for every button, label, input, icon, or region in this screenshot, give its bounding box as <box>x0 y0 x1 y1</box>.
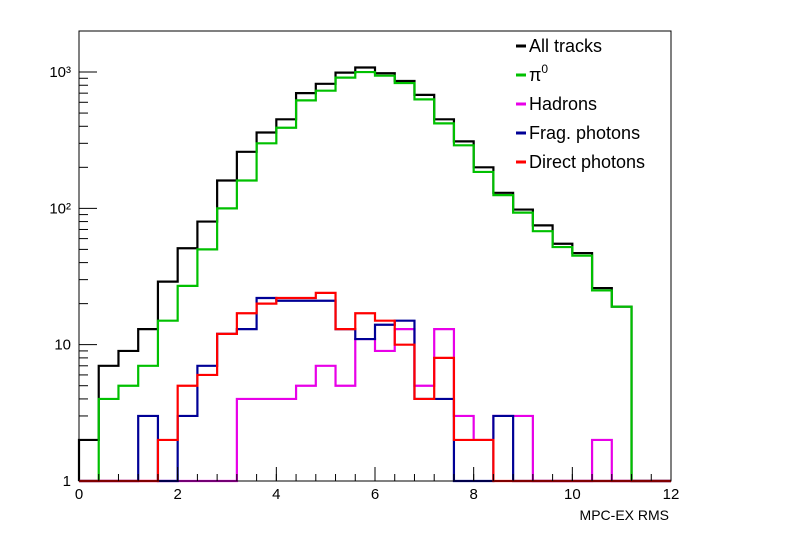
series--line <box>79 70 671 483</box>
x-tick-label: 10 <box>564 486 581 503</box>
axis-layer: 0 2 4 6 8 10 12 1 10 10² 10³ <box>49 30 680 503</box>
x-tick-label: 4 <box>272 486 280 503</box>
legend-label: All tracks <box>529 36 602 56</box>
x-tick-label: 2 <box>173 486 181 503</box>
legend-label: π0 <box>529 62 548 85</box>
series-all-tracks-line <box>77 66 671 483</box>
legend-item: Direct photons <box>516 152 645 172</box>
legend-label: Frag. photons <box>529 123 640 143</box>
legend-item: Hadrons <box>516 94 597 114</box>
legend: All tracks π0 Hadrons Frag. photons Direct p… <box>516 36 645 172</box>
x-tick-label: 8 <box>469 486 477 503</box>
series-hadrons-line <box>79 328 671 483</box>
legend-label: Direct photons <box>529 152 645 172</box>
legend-label: Hadrons <box>529 94 597 114</box>
legend-item: All tracks <box>516 36 602 56</box>
series-frag-photons-line <box>79 296 671 483</box>
x-tick-label: 6 <box>371 486 379 503</box>
legend-item: π0 <box>516 62 548 85</box>
y-tick-label: 10² <box>49 200 71 217</box>
y-tick-label: 10 <box>54 337 71 354</box>
x-tick-label: 0 <box>75 486 83 503</box>
x-tick-label: 12 <box>663 486 680 503</box>
legend-label-superscript: 0 <box>541 62 548 76</box>
legend-item: Frag. photons <box>516 123 640 143</box>
y-tick-label: 1 <box>63 473 71 490</box>
y-tick-label: 10³ <box>49 64 71 81</box>
x-axis-title: MPC-EX RMS <box>580 507 669 523</box>
